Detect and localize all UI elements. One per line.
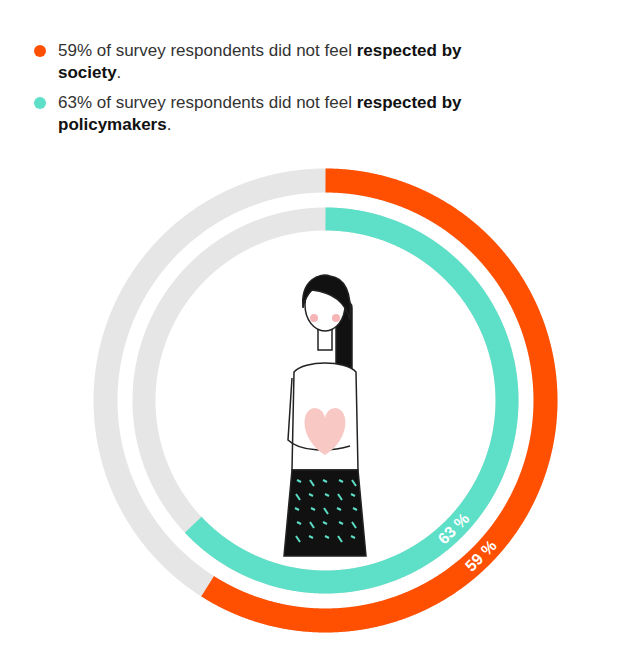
html-text:63% of survey respondents did: 63% of survey respondents did not feel r… — [58, 93, 462, 134]
html-text:59% of survey respondents did: 59% of survey respondents did not feel r… — [58, 41, 462, 82]
svg-text:59 %: 59 % — [462, 537, 500, 575]
svg-text:63 %: 63 % — [435, 510, 473, 548]
